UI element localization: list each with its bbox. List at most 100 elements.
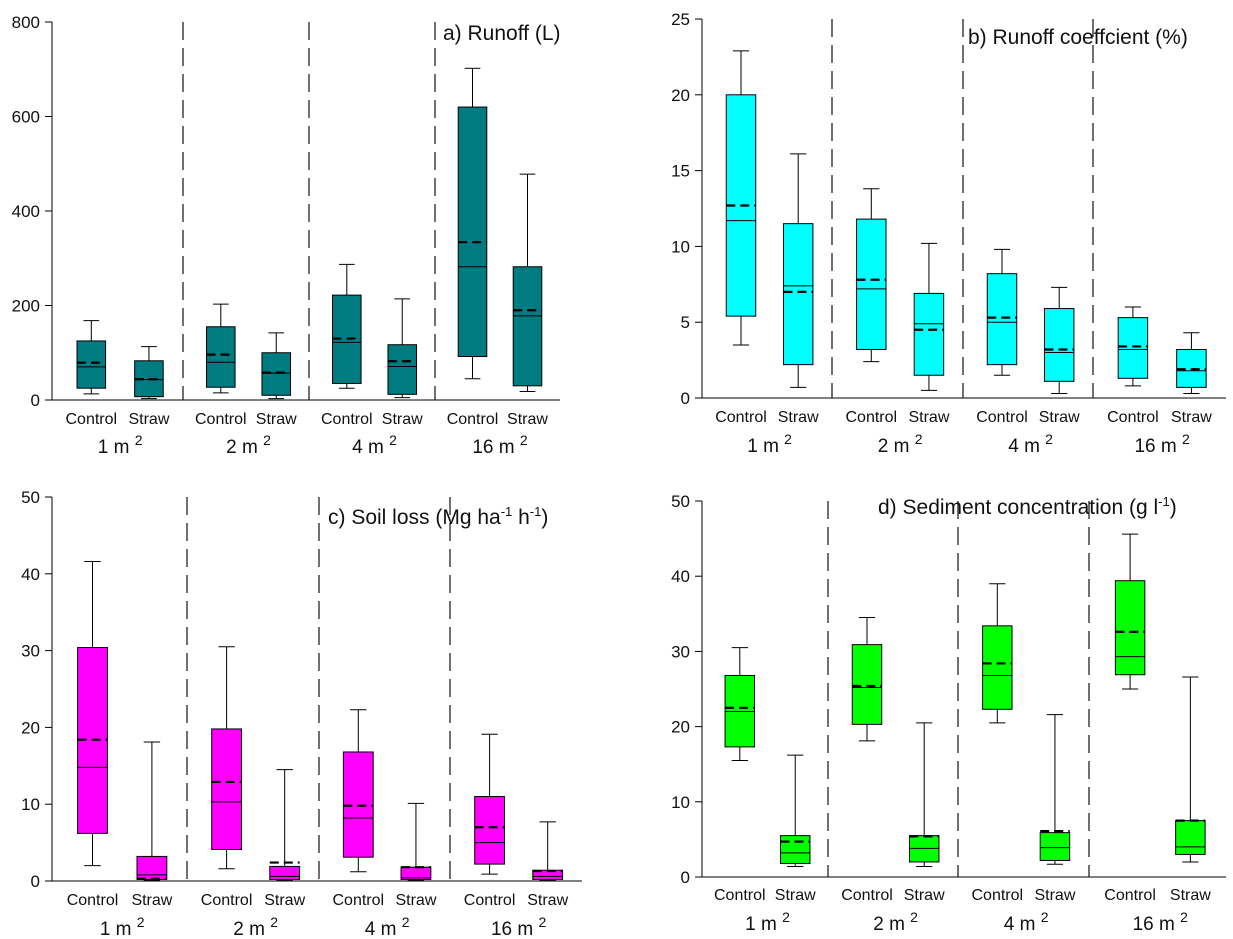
group-label: 16 m 2 bbox=[1134, 431, 1190, 457]
category-label: Straw bbox=[778, 409, 819, 426]
box-straw-2m: Straw bbox=[904, 722, 945, 904]
box-straw-1m: Straw bbox=[778, 153, 819, 426]
category-label: Control bbox=[715, 409, 767, 426]
box-control-2m: Control bbox=[841, 617, 893, 904]
panel-title: c) Soil loss (Mg ha-1 h-1) bbox=[328, 504, 548, 529]
category-label: Straw bbox=[1170, 887, 1211, 904]
box-control-1m: Control bbox=[66, 320, 118, 428]
category-label: Control bbox=[333, 892, 385, 909]
category-label: Straw bbox=[382, 411, 423, 428]
panel-title: b) Runoff coeffcient (%) bbox=[968, 26, 1188, 49]
y-tick-label: 20 bbox=[21, 718, 40, 737]
box-straw-4m: Straw bbox=[1034, 714, 1076, 904]
y-tick-label: 30 bbox=[21, 642, 40, 661]
y-tick-label: 5 bbox=[681, 313, 690, 332]
group-label: 1 m 2 bbox=[745, 909, 790, 935]
box-control-16m: Control bbox=[1107, 306, 1159, 426]
box-control-16m: Control bbox=[464, 733, 516, 909]
category-label: Control bbox=[1107, 409, 1159, 426]
box-straw-1m: Straw bbox=[775, 754, 816, 904]
y-tick-label: 20 bbox=[671, 86, 690, 105]
group-label: 1 m 2 bbox=[747, 431, 792, 457]
iqr-box bbox=[851, 644, 883, 725]
category-label: Straw bbox=[1034, 887, 1075, 904]
y-tick-label: 200 bbox=[12, 297, 40, 316]
iqr-box bbox=[206, 326, 236, 388]
box-straw-1m: Straw bbox=[131, 741, 173, 909]
iqr-box bbox=[474, 796, 506, 865]
box-straw-16m: Straw bbox=[527, 821, 569, 909]
box-control-4m: Control bbox=[976, 248, 1028, 426]
iqr-box bbox=[332, 294, 362, 384]
y-tick-label: 800 bbox=[12, 13, 40, 32]
y-tick-label: 10 bbox=[671, 237, 690, 256]
y-tick-label: 0 bbox=[681, 389, 690, 408]
category-label: Straw bbox=[1039, 409, 1080, 426]
category-label: Straw bbox=[128, 411, 169, 428]
panel-title: d) Sediment concentration (g l-1) bbox=[878, 494, 1177, 519]
category-label: Control bbox=[67, 892, 119, 909]
group-label: 4 m 2 bbox=[1008, 431, 1053, 457]
category-label: Straw bbox=[256, 411, 297, 428]
iqr-box bbox=[913, 292, 945, 376]
category-label: Straw bbox=[904, 887, 945, 904]
group-label: 2 m 2 bbox=[226, 432, 271, 458]
chart-panel-b: 0 5 10 15 20 25 Control Straw Control Straw Contro… bbox=[671, 10, 1226, 457]
group-label: 4 m 2 bbox=[365, 914, 410, 939]
category-label: Control bbox=[1104, 887, 1156, 904]
category-label: Straw bbox=[908, 409, 949, 426]
category-label: Control bbox=[201, 892, 253, 909]
iqr-box bbox=[1039, 832, 1071, 861]
panel-title: a) Runoff (L) bbox=[443, 22, 561, 45]
box-straw-4m: Straw bbox=[395, 802, 437, 909]
box-control-2m: Control bbox=[846, 188, 897, 426]
group-label: 2 m 2 bbox=[878, 431, 923, 457]
iqr-box bbox=[982, 625, 1013, 710]
iqr-box bbox=[986, 273, 1018, 366]
box-control-1m: Control bbox=[715, 50, 767, 426]
box-straw-16m: Straw bbox=[1171, 332, 1212, 426]
group-label: 2 m 2 bbox=[233, 914, 278, 939]
y-tick-label: 25 bbox=[671, 10, 690, 29]
box-control-2m: Control bbox=[195, 303, 247, 428]
iqr-box bbox=[342, 751, 374, 858]
box-control-2m: Control bbox=[201, 646, 253, 909]
category-label: Control bbox=[195, 411, 247, 428]
iqr-box bbox=[76, 340, 107, 389]
chart-panel-c: 0 10 20 30 40 50 Control Straw Control Straw Contr… bbox=[21, 488, 582, 939]
box-straw-16m: Straw bbox=[1170, 676, 1211, 904]
y-tick-label: 0 bbox=[681, 868, 690, 887]
category-label: Straw bbox=[507, 411, 548, 428]
category-label: Control bbox=[66, 411, 118, 428]
y-tick-label: 40 bbox=[671, 567, 690, 586]
iqr-box bbox=[457, 106, 488, 358]
box-straw-1m: Straw bbox=[128, 346, 170, 428]
iqr-box bbox=[1114, 580, 1146, 676]
y-tick-label: 600 bbox=[12, 108, 40, 127]
box-control-4m: Control bbox=[333, 709, 385, 909]
iqr-box bbox=[1175, 820, 1206, 855]
y-tick-label: 15 bbox=[671, 162, 690, 181]
category-label: Straw bbox=[264, 892, 305, 909]
y-tick-label: 40 bbox=[21, 565, 40, 584]
category-label: Control bbox=[321, 411, 373, 428]
box-straw-4m: Straw bbox=[1039, 286, 1080, 426]
iqr-box bbox=[1117, 317, 1149, 379]
category-label: Control bbox=[841, 887, 893, 904]
category-label: Control bbox=[464, 892, 516, 909]
group-label: 2 m 2 bbox=[873, 909, 918, 935]
y-tick-label: 30 bbox=[671, 642, 690, 661]
category-label: Straw bbox=[1171, 409, 1212, 426]
iqr-box bbox=[856, 218, 887, 350]
group-label: 1 m 2 bbox=[100, 914, 145, 939]
category-label: Control bbox=[976, 409, 1028, 426]
iqr-box bbox=[512, 266, 543, 387]
chart-panel-a: 0 200 400 600 800 Control Straw Control Straw Con… bbox=[12, 13, 561, 458]
group-label: 4 m 2 bbox=[1004, 909, 1049, 935]
box-control-4m: Control bbox=[972, 583, 1023, 904]
group-label: 1 m 2 bbox=[98, 432, 143, 458]
group-label: 16 m 2 bbox=[1133, 909, 1189, 935]
iqr-box bbox=[211, 728, 243, 851]
iqr-box bbox=[387, 344, 418, 395]
